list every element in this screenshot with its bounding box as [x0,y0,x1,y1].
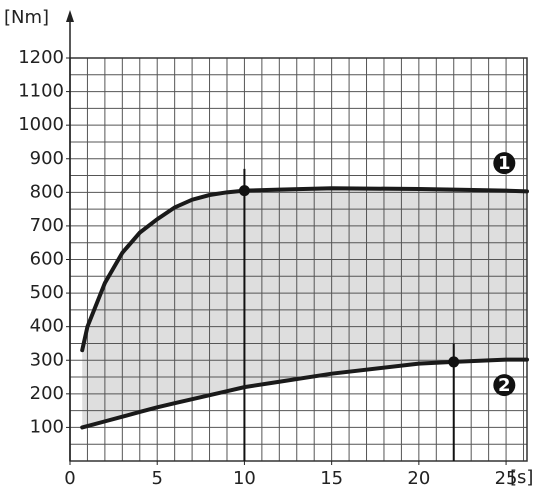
y-tick-label: 800 [30,181,64,202]
y-tick-label: 300 [30,349,64,370]
highlight-point [448,356,460,368]
x-tick-label: 25 [495,468,518,489]
y-tick-label: 200 [30,383,64,404]
y-axis-label: [Nm] [4,7,49,28]
x-tick-label: 20 [407,468,430,489]
y-tick-label: 500 [30,282,64,303]
x-tick-label: 15 [320,468,343,489]
y-tick-label: 700 [30,215,64,236]
x-tick-label: 10 [233,468,256,489]
highlight-point [238,185,250,197]
y-tick-label: 1200 [18,47,64,68]
y-tick-label: 1100 [18,81,64,102]
x-tick-label: 0 [64,468,75,489]
y-tick-label: 1000 [18,114,64,135]
shaded-area [82,188,527,428]
line [80,186,529,353]
y-tick-label: 600 [30,249,64,270]
series-label: 1 [498,153,511,174]
y-tick-label: 900 [30,148,64,169]
series-label-badge [493,374,516,397]
y-tick-label: 100 [30,416,64,437]
x-tick-label: 5 [151,468,162,489]
x-axis-label: [s] [510,467,533,488]
y-tick-label: 400 [30,316,64,337]
line [80,357,529,430]
series-label: 2 [498,375,511,396]
series-label-badge [493,152,516,175]
y-axis-arrow [66,10,74,22]
